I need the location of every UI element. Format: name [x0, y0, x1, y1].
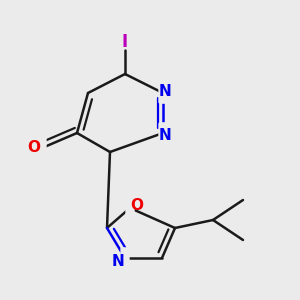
Text: N: N — [159, 83, 171, 98]
Text: O: O — [130, 197, 143, 212]
Text: O: O — [28, 140, 40, 155]
Text: N: N — [159, 128, 171, 142]
Text: N: N — [112, 254, 124, 268]
Text: I: I — [122, 33, 128, 51]
